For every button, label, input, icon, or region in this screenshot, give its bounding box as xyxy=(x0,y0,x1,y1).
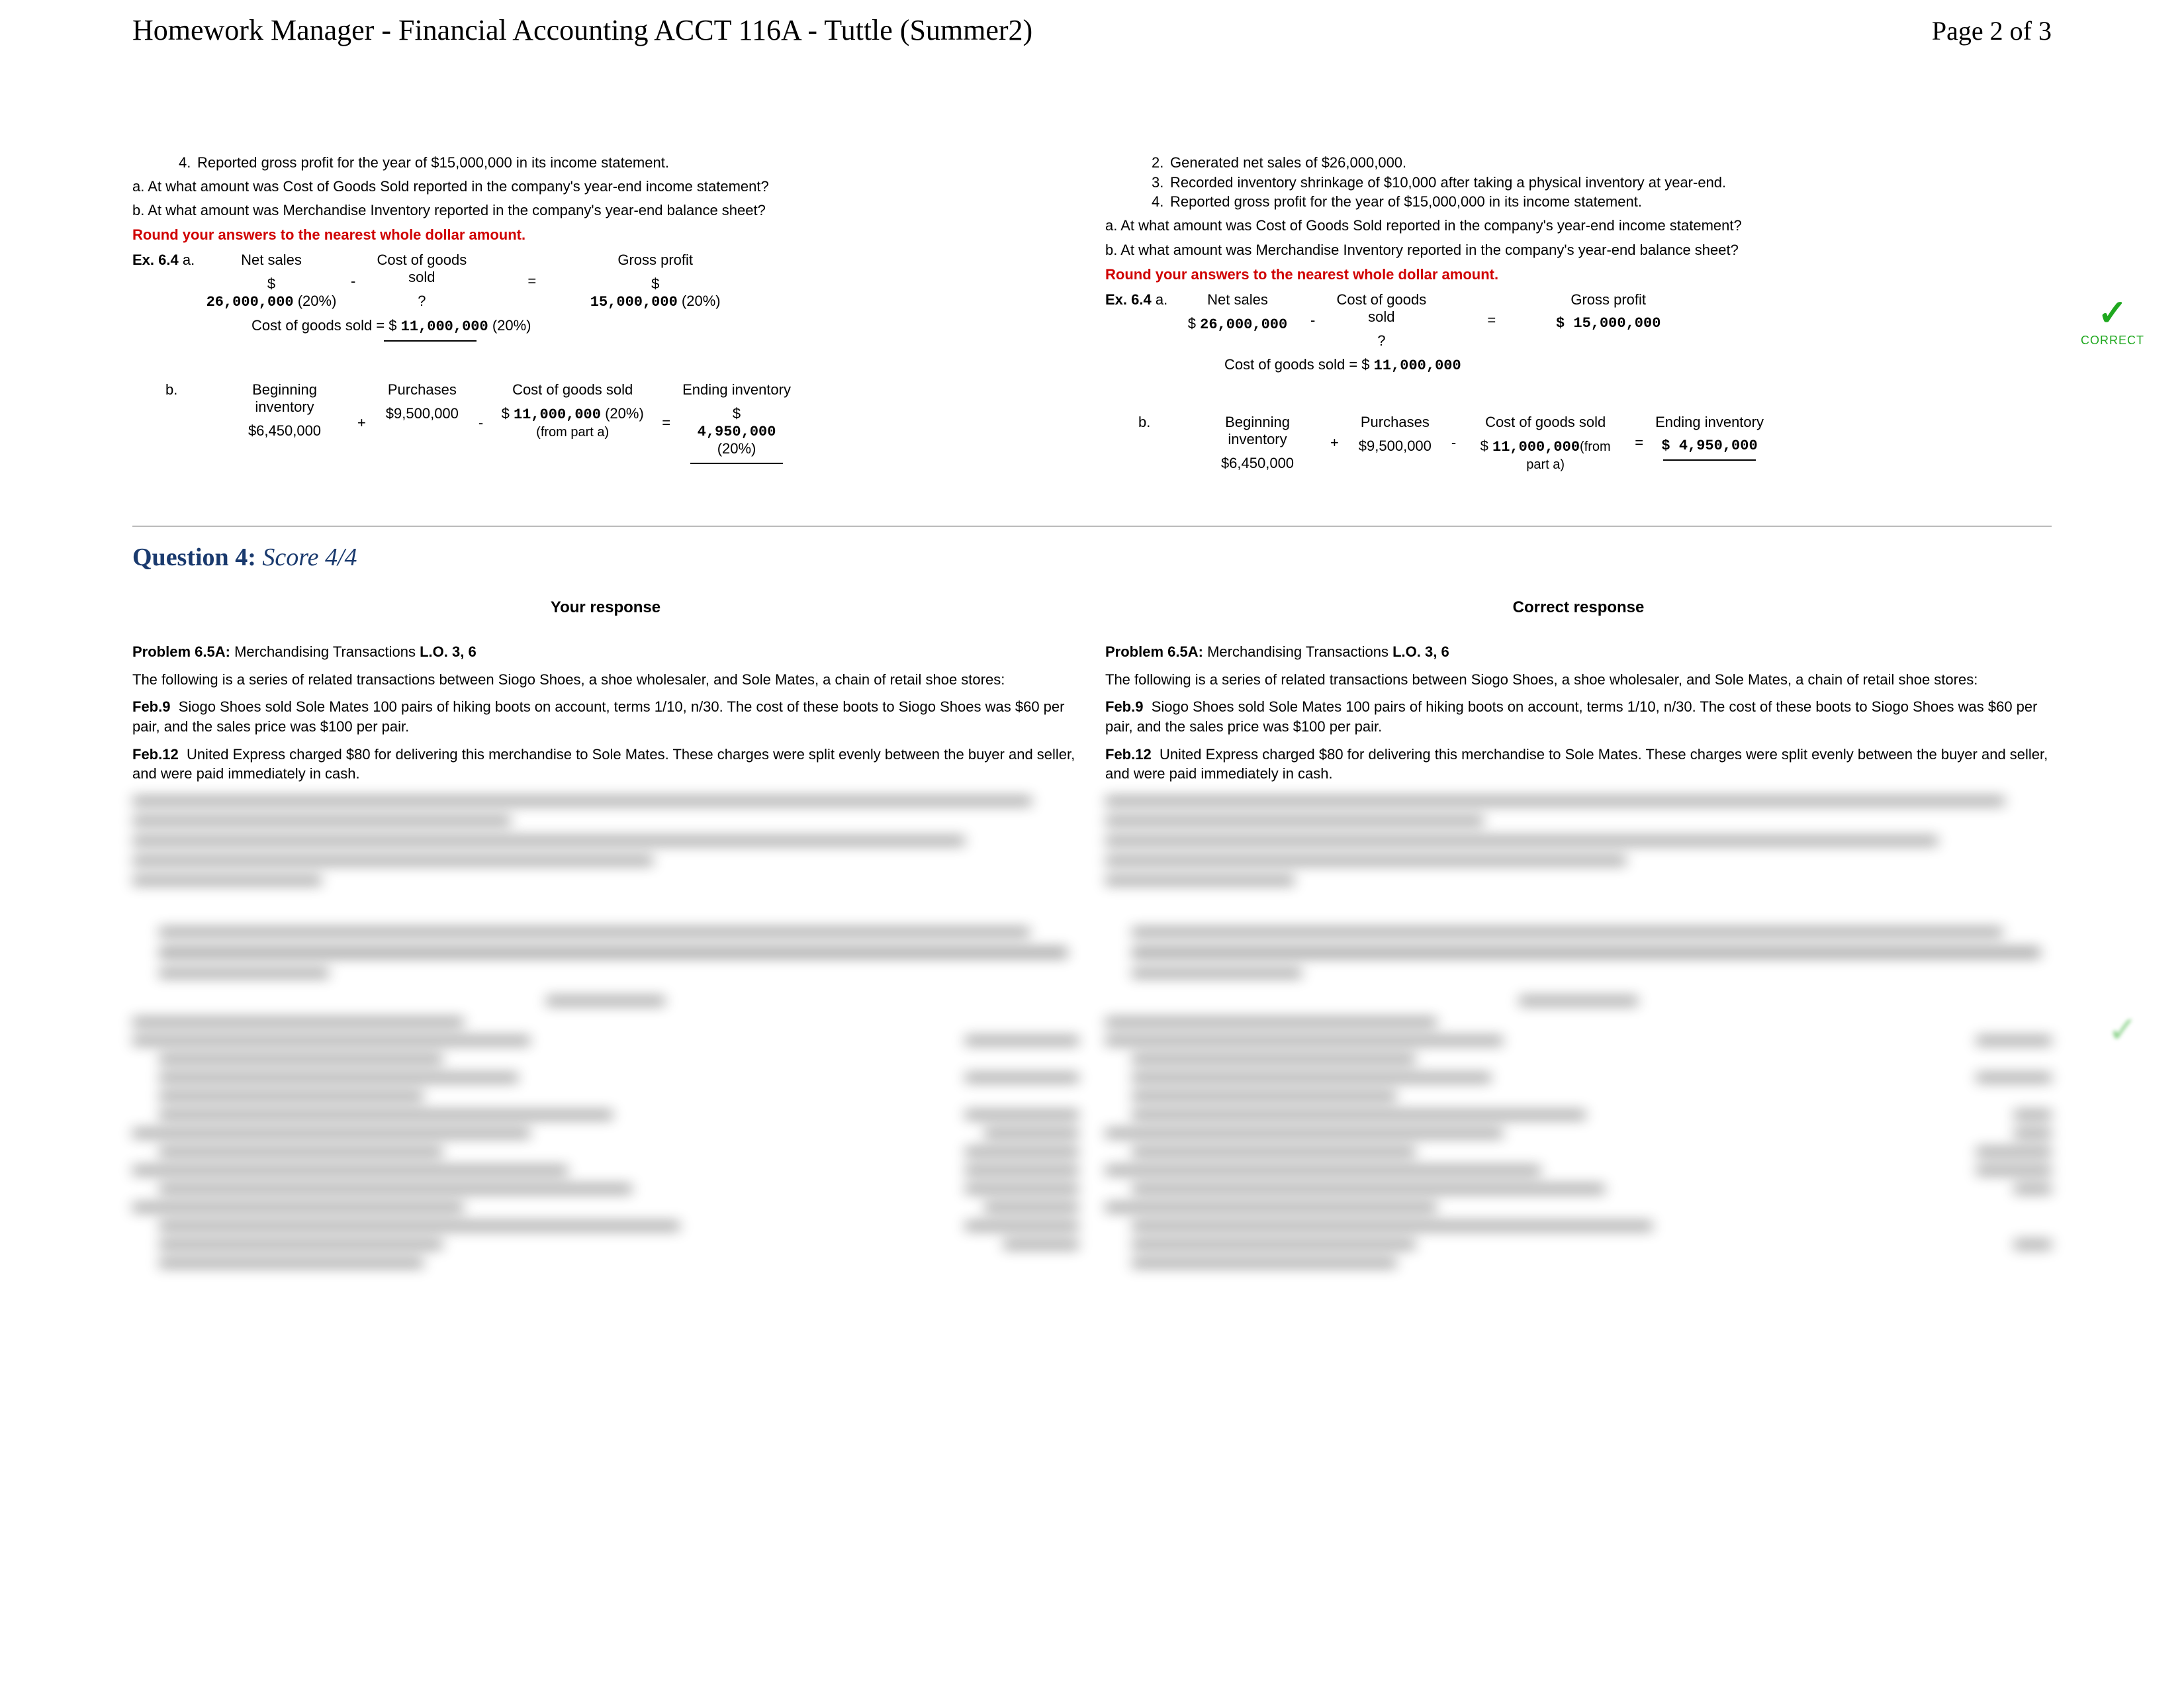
list-text: Reported gross profit for the year of $1… xyxy=(197,154,669,171)
correct-label: CORRECT xyxy=(2081,334,2144,348)
minus-op2: - xyxy=(472,414,490,432)
blurred-content-r xyxy=(1105,797,2052,1459)
gp-value: $15,000,000 (20%) xyxy=(589,275,721,310)
list-num: 4. xyxy=(179,153,197,173)
underline xyxy=(384,340,477,342)
header-title: Homework Manager - Financial Accounting … xyxy=(132,13,1032,47)
begin-inv-cell: Beginning inventory $6,450,000 xyxy=(218,381,351,440)
q3-left-calc-a: Ex. 6.4 a. Net sales $26,000,000 (20%) -… xyxy=(132,252,1079,310)
net-sales-value: $26,000,000 (20%) xyxy=(205,275,338,310)
page-container: Homework Manager - Financial Accounting … xyxy=(0,0,2184,1459)
q3-left-sub-a: a. At what amount was Cost of Goods Sold… xyxy=(132,177,1079,197)
net-sales-label-r: Net sales xyxy=(1178,291,1297,308)
list-text: Recorded inventory shrinkage of $10,000 … xyxy=(1170,174,1726,191)
cogs-label: Cost of goods sold xyxy=(369,252,475,286)
cogs-cell-r: Cost of goods sold ? xyxy=(1322,291,1441,350)
begin-inv-value: $6,450,000 xyxy=(224,422,345,440)
underline2 xyxy=(690,463,783,464)
feb12-r: Feb.12 United Express charged $80 for de… xyxy=(1105,745,2052,784)
end-inv-cell-r: Ending inventory $ 4,950,000 xyxy=(1650,414,1769,461)
list-num: 2. xyxy=(1152,153,1170,173)
cogs-result-line: Cost of goods sold = $ 11,000,000 (20%) xyxy=(251,317,1079,342)
q3-right-sub-b: b. At what amount was Merchandise Invent… xyxy=(1105,240,2052,261)
question3-container: 4.Reported gross profit for the year of … xyxy=(132,153,2052,473)
q3-right-calc-b: b. Beginning inventory $6,450,000 + Purc… xyxy=(1105,414,2052,473)
equals-op2: = xyxy=(655,414,677,432)
net-sales-value-r: $ 26,000,000 xyxy=(1178,315,1297,333)
cogs-result-line-r: Cost of goods sold = $ 11,000,000 xyxy=(1224,356,2052,374)
feb9-l: Feb.9 Siogo Shoes sold Sole Mates 100 pa… xyxy=(132,697,1079,736)
equals-op-r: = xyxy=(1480,312,1502,329)
q3-right-list: 2.Generated net sales of $26,000,000. 3.… xyxy=(1152,153,2052,212)
minus-op: - xyxy=(344,273,362,290)
q3-left-calc-b: b. Beginning inventory $6,450,000 + Purc… xyxy=(132,381,1079,464)
feb9-r: Feb.9 Siogo Shoes sold Sole Mates 100 pa… xyxy=(1105,697,2052,736)
end-inv-value: $4,950,000 (20%) xyxy=(682,405,791,457)
q4-score: Score 4/4 xyxy=(262,543,357,571)
blurred-content-l xyxy=(132,797,1079,1459)
list-text: Generated net sales of $26,000,000. xyxy=(1170,154,1406,171)
page-indicator: Page 2 of 3 xyxy=(1932,15,2052,46)
q3-left-col: 4.Reported gross profit for the year of … xyxy=(132,153,1079,473)
cogs-b-cell-r: Cost of goods sold $ 11,000,000(from par… xyxy=(1463,414,1628,473)
purchases-value: $9,500,000 xyxy=(378,405,467,422)
correct-response-title: Correct response xyxy=(1105,598,2052,617)
net-sales-cell-r: Net sales $ 26,000,000 xyxy=(1171,291,1304,333)
minus-op-r: - xyxy=(1304,312,1322,329)
q3-right-calc-a: Ex. 6.4 a. Net sales $ 26,000,000 - Cost… xyxy=(1105,291,2052,350)
checkmark-icon: ✓ xyxy=(2081,292,2144,334)
plus-op: + xyxy=(351,414,373,432)
ex-label-r: Ex. 6.4 a. xyxy=(1105,291,1171,308)
question4-header: Question 4: Score 4/4 xyxy=(132,543,2052,572)
problem-title-l: Problem 6.5A: Merchandising Transactions… xyxy=(132,643,1079,661)
checkmark-icon-blur: ✓ xyxy=(2108,1009,2138,1051)
cogs-q-r: ? xyxy=(1328,332,1434,350)
q4-left-col: Your response Problem 6.5A: Merchandisin… xyxy=(132,598,1079,1459)
cogs-b-value: $ 11,000,000 (20%)(from part a) xyxy=(495,405,650,440)
gp-cell-r: Gross profit $ 15,000,000 xyxy=(1542,291,1674,332)
q3-right-sub-a: a. At what amount was Cost of Goods Sold… xyxy=(1105,216,2052,236)
cogs-b-cell: Cost of goods sold $ 11,000,000 (20%)(fr… xyxy=(490,381,655,440)
cogs-cell: Cost of goods sold ? xyxy=(362,252,481,310)
q3-right-col: 2.Generated net sales of $26,000,000. 3.… xyxy=(1105,153,2052,473)
equals-op: = xyxy=(521,273,543,290)
your-response-title: Your response xyxy=(132,598,1079,617)
purchases-cell: Purchases $9,500,000 xyxy=(373,381,472,422)
net-sales-cell: Net sales $26,000,000 (20%) xyxy=(199,252,344,310)
round-instruction-r: Round your answers to the nearest whole … xyxy=(1105,266,2052,283)
list-num: 3. xyxy=(1152,173,1170,193)
question-divider xyxy=(132,526,2052,527)
page-header: Homework Manager - Financial Accounting … xyxy=(132,13,2052,47)
q4-right-col: Correct response Problem 6.5A: Merchandi… xyxy=(1105,598,2052,1459)
q3-left-list: 4.Reported gross profit for the year of … xyxy=(179,153,1079,173)
list-text: Reported gross profit for the year of $1… xyxy=(1170,193,1642,210)
net-sales-label: Net sales xyxy=(205,252,338,269)
cogs-label-r: Cost of goods sold xyxy=(1328,291,1434,326)
correct-badge: ✓ CORRECT xyxy=(2081,292,2144,348)
question4-container: Your response Problem 6.5A: Merchandisin… xyxy=(132,598,2052,1459)
intro-text-l: The following is a series of related tra… xyxy=(132,670,1079,690)
gp-cell: Gross profit $15,000,000 (20%) xyxy=(582,252,728,310)
list-num: 4. xyxy=(1152,192,1170,212)
ex-label: Ex. 6.4 a. xyxy=(132,252,199,269)
end-inv-cell: Ending inventory $4,950,000 (20%) xyxy=(677,381,796,464)
begin-inv-label: Beginning inventory xyxy=(224,381,345,416)
end-inv-label: Ending inventory xyxy=(682,381,791,399)
problem-title-r: Problem 6.5A: Merchandising Transactions… xyxy=(1105,643,2052,661)
part-b-label-r: b. xyxy=(1138,414,1191,431)
cogs-b-label: Cost of goods sold xyxy=(495,381,650,399)
gp-value-r: $ 15,000,000 xyxy=(1549,315,1668,332)
q4-title: Question 4: xyxy=(132,543,256,571)
round-instruction: Round your answers to the nearest whole … xyxy=(132,226,1079,244)
intro-text-r: The following is a series of related tra… xyxy=(1105,670,2052,690)
purchases-cell-r: Purchases $9,500,000 xyxy=(1345,414,1445,455)
cogs-q: ? xyxy=(369,293,475,310)
feb12-l: Feb.12 United Express charged $80 for de… xyxy=(132,745,1079,784)
purchases-label: Purchases xyxy=(378,381,467,399)
gp-label-r: Gross profit xyxy=(1549,291,1668,308)
begin-inv-cell-r: Beginning inventory $6,450,000 xyxy=(1191,414,1324,472)
part-b-label: b. xyxy=(165,381,218,399)
q3-left-sub-b: b. At what amount was Merchandise Invent… xyxy=(132,201,1079,221)
gp-label: Gross profit xyxy=(589,252,721,269)
